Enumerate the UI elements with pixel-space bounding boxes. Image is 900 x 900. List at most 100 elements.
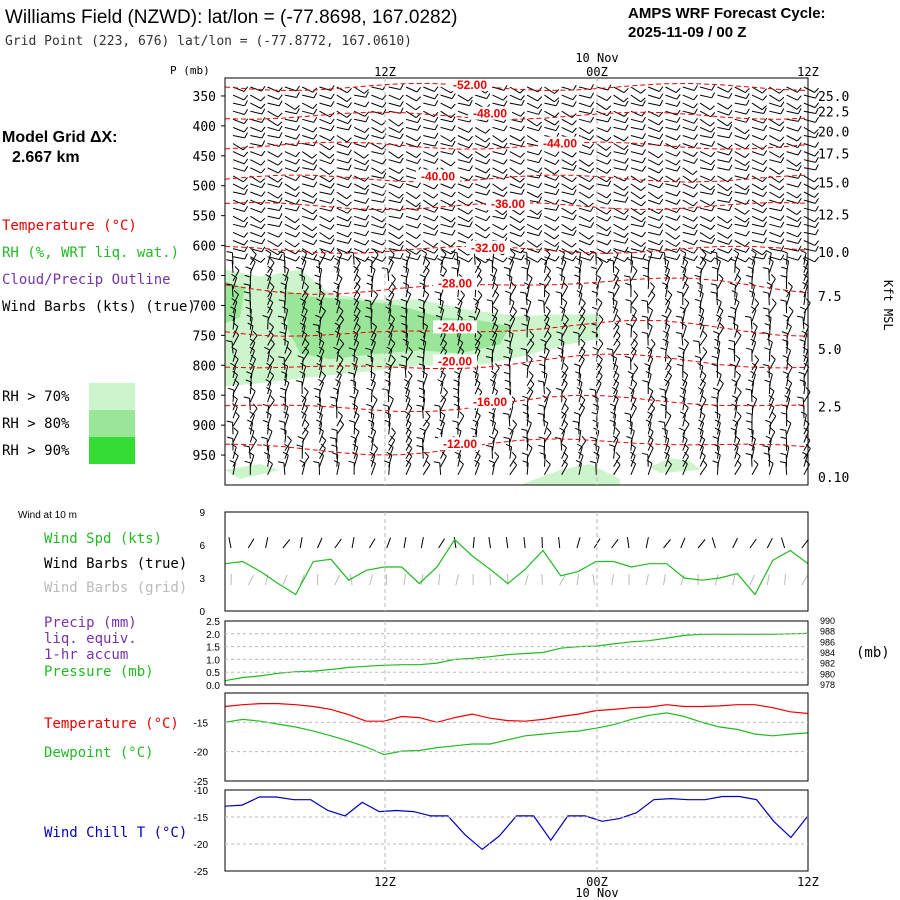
wind-barb bbox=[388, 118, 404, 127]
wind-barb bbox=[613, 148, 629, 155]
surface-wind-barb bbox=[766, 537, 773, 549]
wind-barb bbox=[786, 135, 802, 142]
wind-barb bbox=[769, 167, 785, 175]
wind-barb bbox=[542, 419, 549, 435]
wind-barb bbox=[250, 150, 266, 157]
wind-barb bbox=[710, 283, 718, 298]
wind-barb bbox=[418, 395, 426, 411]
wind-barb bbox=[596, 215, 612, 222]
wind-barb bbox=[664, 265, 670, 282]
wind-barb bbox=[682, 403, 689, 419]
wind-barb bbox=[388, 314, 396, 330]
wind-barb bbox=[630, 246, 646, 253]
wind-barb bbox=[664, 298, 671, 314]
wind-barb bbox=[267, 282, 275, 298]
wind-barb bbox=[610, 411, 617, 427]
wind-barb bbox=[509, 215, 525, 224]
wind-barb bbox=[319, 215, 335, 223]
wind-barb bbox=[526, 108, 543, 115]
wind-barb bbox=[485, 356, 493, 370]
wind-barb bbox=[353, 322, 361, 338]
wind-barb bbox=[556, 331, 563, 346]
wind-barb bbox=[803, 198, 819, 204]
wind-barb bbox=[405, 117, 422, 124]
wind-barb bbox=[405, 240, 421, 248]
chill-tick: -20 bbox=[194, 840, 209, 851]
wind-barb bbox=[751, 207, 768, 214]
wind-barb bbox=[386, 346, 393, 362]
wind-barb bbox=[419, 427, 426, 443]
wind-barb bbox=[250, 126, 266, 133]
wind-barb bbox=[751, 175, 768, 183]
wind-barb bbox=[509, 86, 525, 94]
wind-barb bbox=[416, 437, 424, 451]
surface-grid-barb bbox=[489, 573, 491, 586]
wind-barb bbox=[613, 378, 620, 395]
wind-barb bbox=[250, 117, 266, 123]
wind-barb bbox=[316, 354, 323, 370]
wind-barb bbox=[267, 94, 283, 100]
surface-wind-barb bbox=[386, 537, 392, 549]
time-tick-top: 12Z bbox=[797, 65, 819, 79]
wind-barb bbox=[578, 167, 595, 174]
wind-barb bbox=[319, 255, 335, 261]
wind-barb bbox=[388, 354, 396, 371]
wind-barb bbox=[596, 126, 612, 133]
wind-barb bbox=[769, 221, 785, 228]
wind-barb bbox=[731, 403, 738, 419]
height-tick: 20.0 bbox=[818, 125, 849, 140]
wind-barb bbox=[352, 443, 359, 459]
isotherm-label: -12.00 bbox=[443, 437, 477, 451]
wind-barb bbox=[764, 347, 771, 362]
wind-barb bbox=[509, 254, 525, 261]
legend-rh80-swatch bbox=[89, 410, 135, 437]
time-tick-bottom: 00Z bbox=[586, 875, 608, 889]
series-layer bbox=[224, 538, 809, 851]
wind-panel-title: Wind at 10 m bbox=[18, 510, 77, 521]
wind-barb bbox=[474, 167, 491, 174]
wind-barb bbox=[613, 459, 621, 476]
wind-barb bbox=[423, 240, 439, 248]
wind-barb bbox=[319, 443, 326, 459]
wind-barb bbox=[371, 172, 387, 179]
legend-rh90-swatch bbox=[89, 437, 135, 464]
surface-grid-barb bbox=[334, 574, 340, 586]
wind-barb bbox=[578, 206, 595, 212]
surface-grid-barb bbox=[541, 573, 543, 586]
wind-barb bbox=[250, 256, 266, 263]
wind-barb bbox=[729, 363, 736, 378]
wind-barb bbox=[596, 199, 612, 205]
wind-barb bbox=[630, 215, 646, 223]
wind-barb bbox=[492, 451, 500, 467]
wind-barb bbox=[769, 151, 785, 158]
wind-barb bbox=[682, 419, 690, 435]
isotherm-line bbox=[224, 174, 809, 183]
wind-barb bbox=[284, 102, 300, 110]
wind-barb bbox=[353, 183, 370, 190]
wind-barb bbox=[492, 94, 508, 101]
wind-barb bbox=[422, 419, 430, 435]
wind-barb bbox=[509, 183, 525, 189]
wind-barb bbox=[751, 102, 767, 111]
wind-barb bbox=[646, 459, 653, 475]
wind-barb bbox=[747, 379, 755, 395]
wind-barb bbox=[332, 290, 340, 306]
wind-barb bbox=[561, 159, 577, 166]
surface-grid-barb bbox=[368, 574, 374, 586]
wind-barb bbox=[555, 291, 563, 306]
wind-barb bbox=[663, 257, 670, 273]
surface-grid-barb bbox=[247, 575, 255, 586]
wind-barb bbox=[250, 132, 266, 139]
wind-barb bbox=[231, 298, 238, 314]
wind-barb bbox=[475, 215, 491, 222]
wind-barb bbox=[682, 125, 698, 132]
wind-barb bbox=[457, 411, 465, 427]
wind-barb bbox=[717, 204, 733, 212]
wind-barb bbox=[576, 378, 583, 395]
wind-barb bbox=[302, 197, 318, 204]
wind-barb bbox=[302, 116, 318, 123]
wind-barb bbox=[544, 223, 560, 231]
wind-barb bbox=[751, 86, 767, 94]
wind-barb bbox=[281, 371, 288, 386]
wind-barb bbox=[734, 99, 750, 106]
